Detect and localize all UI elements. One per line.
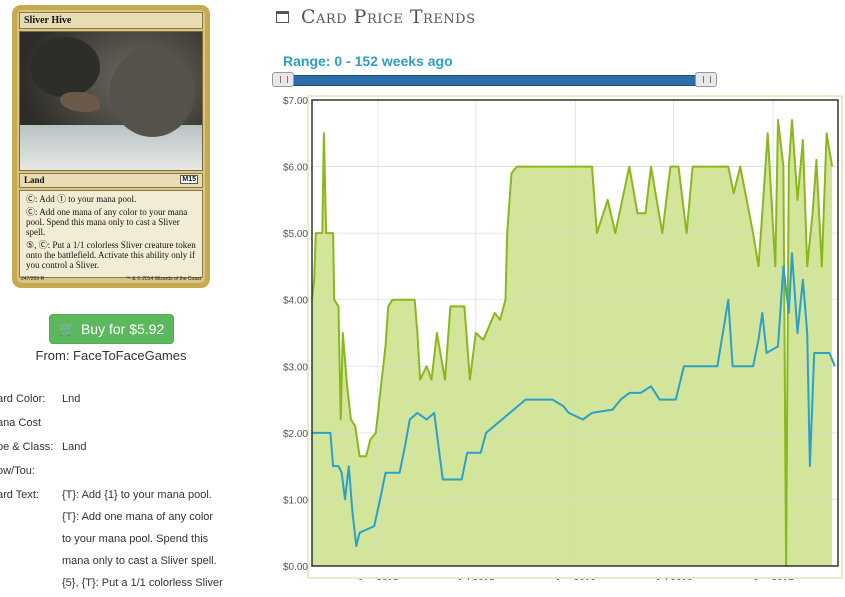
y-tick-label: $5.00 xyxy=(283,229,308,240)
detail-value-color: Lnd xyxy=(62,393,81,405)
x-tick-label: Jan 2016 xyxy=(555,578,597,580)
y-tick-label: $6.00 xyxy=(283,163,308,174)
page-title: Card Price Trends xyxy=(301,6,476,28)
plot-border xyxy=(311,99,839,567)
card-frame: Sliver Hive Land M15 Ⓒ: Add ① to your ma… xyxy=(17,10,205,283)
detail-value-card-text: {T}: Add {1} to your mana pool. xyxy=(62,489,212,501)
calendar-icon xyxy=(276,11,289,23)
price-trends-header: Card Price Trends xyxy=(276,6,476,28)
detail-label-card-text: ard Text: xyxy=(0,489,39,501)
y-tick-label: $1.00 xyxy=(283,495,308,506)
art-rock xyxy=(30,37,100,97)
card-rule: Ⓒ: Add one mana of any color to your man… xyxy=(26,207,188,237)
y-tick-label: $0.00 xyxy=(283,562,308,573)
range-slider-handle-max[interactable] xyxy=(695,72,717,87)
buy-button-label: Buy for $5.92 xyxy=(80,321,165,337)
detail-label-mana-cost: ana Cost xyxy=(0,417,42,429)
card-rule: ⑤, Ⓒ: Put a 1/1 colorless Sliver creatur… xyxy=(26,240,196,270)
copyright: ™ & © 2014 Wizards of the Coast xyxy=(125,276,201,282)
card-type: Land xyxy=(24,175,45,185)
card-rule: Ⓒ: Add ① to your mana pool. xyxy=(26,194,137,204)
card-rules-text: Ⓒ: Add ① to your mana pool. Ⓒ: Add one m… xyxy=(19,190,203,278)
detail-value-type: Land xyxy=(62,441,87,453)
card-name: Sliver Hive xyxy=(19,12,203,29)
range-label: Range: 0 - 152 weeks ago xyxy=(283,53,453,69)
card-type-line: Land M15 xyxy=(19,173,203,188)
y-tick-label: $3.00 xyxy=(283,362,308,373)
x-tick-label: Jul 2016 xyxy=(655,578,693,580)
collector-number: 247/269 R xyxy=(21,276,45,282)
card-text-line: to your mana pool. Spend this xyxy=(62,533,209,545)
range-slider-track[interactable] xyxy=(276,75,713,86)
series-line-1 xyxy=(312,252,836,547)
art-rock xyxy=(60,92,100,112)
card-image: Sliver Hive Land M15 Ⓒ: Add ① to your ma… xyxy=(12,5,210,288)
card-text-line: {T}: Add one mana of any color xyxy=(62,511,214,523)
chart-outer-border xyxy=(307,95,843,579)
set-symbol: M15 xyxy=(180,175,198,184)
seller-label: From: FaceToFaceGames xyxy=(35,348,187,363)
detail-label-color: ard Color: xyxy=(0,393,46,405)
buy-button[interactable]: 🛒 Buy for $5.92 xyxy=(49,314,174,344)
x-tick-label: Jul 2015 xyxy=(457,578,495,580)
y-tick-label: $7.00 xyxy=(283,96,308,107)
y-tick-label: $4.00 xyxy=(283,296,308,307)
art-rock xyxy=(110,47,195,137)
detail-label-pow-tou: ow/Tou: xyxy=(0,465,35,477)
card-footer: 247/269 R ™ & © 2014 Wizards of the Coas… xyxy=(21,276,201,282)
detail-label-type: pe & Class: xyxy=(0,441,54,453)
card-art xyxy=(19,31,203,171)
art-sky xyxy=(20,125,202,170)
range-slider[interactable] xyxy=(272,72,717,89)
price-chart: $0.00 $1.00 $2.00 $3.00 $4.00 $5.00 $6.00 $7.00… xyxy=(283,95,843,580)
shopping-cart-icon: 🛒 xyxy=(58,321,75,336)
series-area-fill xyxy=(312,120,833,566)
range-slider-handle-min[interactable] xyxy=(272,72,294,87)
card-text-line: {5}, {T}: Put a 1/1 colorless Sliver xyxy=(62,577,223,589)
x-tick-label: Jan 2015 xyxy=(357,578,399,580)
card-text-line: mana only to cast a Sliver spell. xyxy=(62,555,217,567)
x-tick-label: Jan 2017 xyxy=(753,578,795,580)
y-tick-label: $2.00 xyxy=(283,429,308,440)
series-line-0 xyxy=(311,119,834,567)
